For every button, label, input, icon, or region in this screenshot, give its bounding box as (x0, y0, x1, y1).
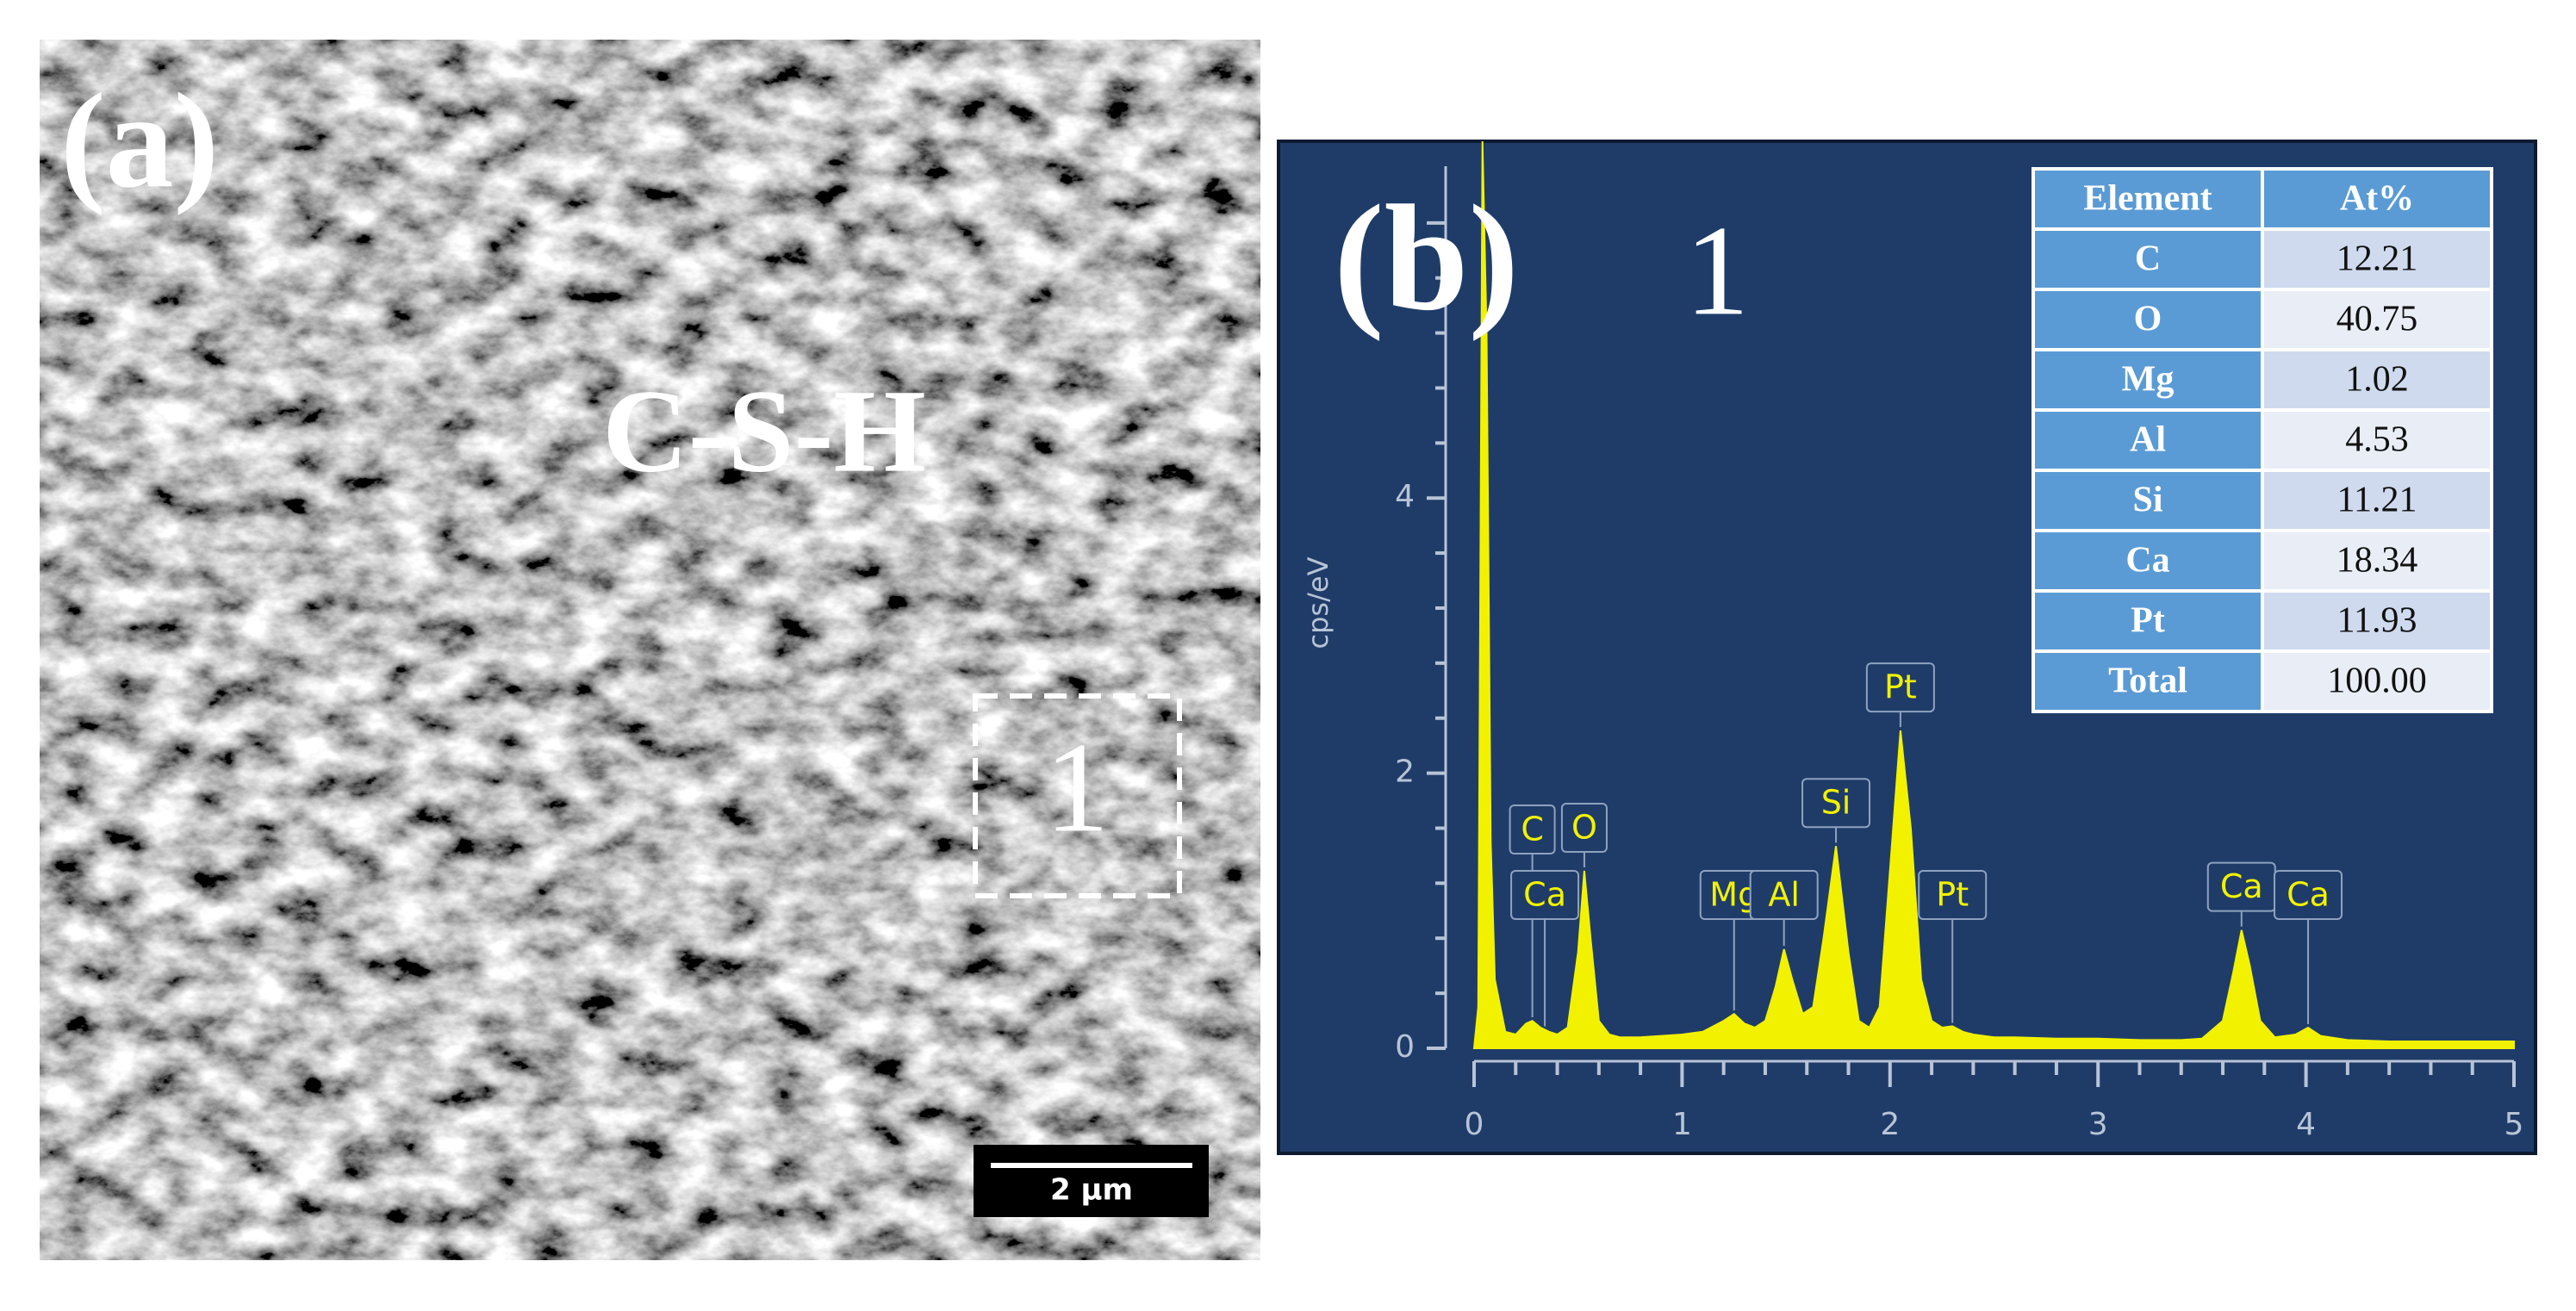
peak-label: Pt (1884, 668, 1917, 706)
region-box (973, 693, 1182, 898)
y-axis-label: cps/eV (1302, 556, 1335, 649)
peak-label-box (1509, 805, 1556, 854)
peak-label: C (1521, 811, 1544, 848)
x-tick-label: 4 (2296, 1107, 2316, 1142)
table-element: O (2134, 300, 2162, 339)
table-header-cell (2261, 167, 2493, 231)
x-tick-label: 2 (1880, 1107, 1900, 1142)
table-header: At% (2340, 179, 2414, 219)
table-value: 18.34 (2336, 541, 2418, 581)
peak-label-box (1749, 870, 1819, 920)
table-header: Element (2083, 179, 2212, 219)
panel-label: (a) (60, 65, 219, 216)
table-value: 12.21 (2336, 239, 2418, 279)
table-header-cell (2032, 167, 2264, 231)
x-tick-label: 0 (1465, 1107, 1484, 1142)
peak-label: O (1571, 808, 1597, 846)
table-element: Pt (2131, 601, 2165, 641)
phase-annotation: C-S-H (602, 365, 926, 497)
x-tick-label: 1 (1672, 1107, 1692, 1142)
table-cell-bg (2032, 227, 2264, 291)
table-element: Mg (2122, 360, 2175, 400)
peak-label-box (1560, 802, 1608, 853)
peak-label-box (1918, 870, 1988, 920)
panel-label: (b) (1334, 174, 1519, 342)
peak-label-box (1510, 870, 1580, 920)
panel-a: (a) C-S-H 1 2 µm (40, 40, 1260, 1260)
composition-table: Element At% C 12.21 O 40.75 Mg 1.02 Al 4.53 Si 11.2… (2032, 167, 2493, 713)
sem-image (40, 40, 1260, 1260)
peak-label-box (1865, 662, 1935, 713)
region-label: 1 (1685, 199, 1750, 342)
table-cell-bg (2261, 589, 2493, 653)
table-cell-bg (2032, 469, 2264, 532)
table-cell-bg (2261, 227, 2493, 291)
table-cell-bg (2261, 288, 2493, 351)
peak-label: Pt (1936, 876, 1969, 914)
y-tick-label: 4 (1395, 479, 1415, 514)
x-tick-label: 5 (2504, 1107, 2524, 1142)
x-tick-label: 3 (2088, 1107, 2108, 1142)
table-cell-bg (2032, 649, 2264, 713)
table-value: 100.00 (2327, 662, 2427, 701)
peak-label-box (2274, 870, 2343, 920)
peak-label: Si (1821, 784, 1851, 822)
table-element: C (2135, 239, 2161, 279)
y-tick-label: 0 (1395, 1029, 1415, 1065)
table-value: 11.93 (2337, 601, 2417, 641)
region-label: 1 (1045, 716, 1110, 859)
table-value: 11.21 (2337, 481, 2417, 520)
table-value: 4.53 (2345, 420, 2409, 460)
table-cell-bg (2261, 469, 2493, 532)
peak-label: Ca (1523, 876, 1566, 914)
y-tick-label: 2 (1395, 755, 1415, 790)
table-cell-bg (2032, 589, 2264, 653)
spectrum (1472, 141, 2515, 1049)
table-cell-bg (2032, 348, 2264, 412)
table-value: 40.75 (2336, 300, 2418, 339)
table-cell-bg (2261, 529, 2493, 593)
table-value: 1.02 (2345, 360, 2409, 400)
peak-label: Ca (2287, 876, 2330, 914)
peak-label: Ca (2220, 867, 2263, 905)
table-cell-bg (2261, 348, 2493, 412)
table-element: Ca (2125, 541, 2169, 581)
peak-label-box (1801, 778, 1871, 829)
table-cell-bg (2261, 649, 2493, 713)
peak-label: Al (1768, 876, 1800, 914)
table-element: Total (2108, 662, 2187, 701)
table-element: Al (2130, 420, 2166, 460)
scale-bar-box (974, 1145, 1209, 1217)
scale-bar-label: 2 µm (1050, 1173, 1133, 1208)
table-element: Si (2132, 481, 2162, 520)
y-tick-label: 6 (1395, 204, 1415, 239)
